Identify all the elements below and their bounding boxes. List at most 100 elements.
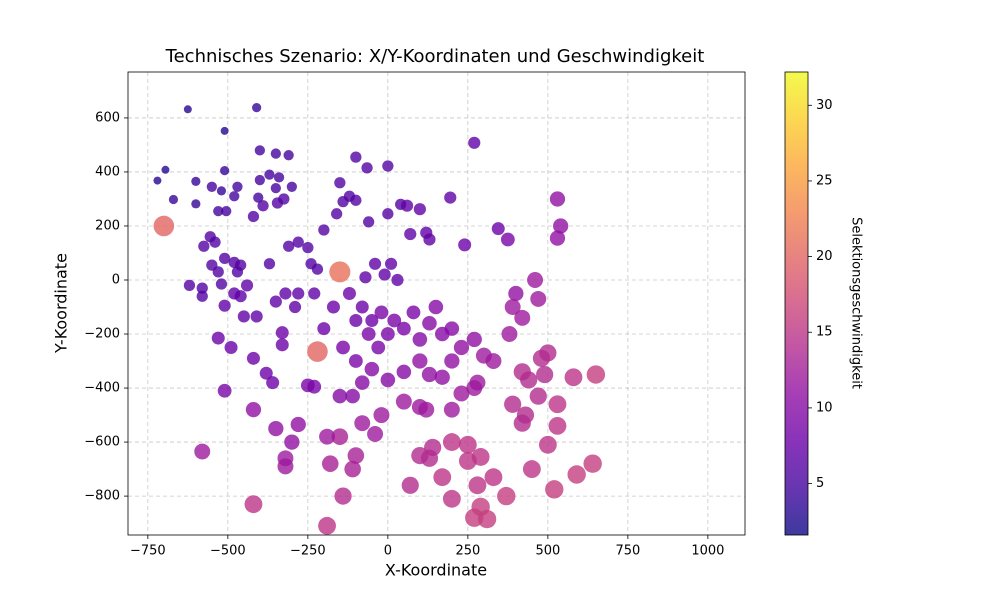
- point: [504, 395, 522, 413]
- point: [286, 181, 297, 192]
- point: [567, 465, 586, 484]
- x-tick-label: 250: [455, 544, 480, 559]
- point: [220, 165, 230, 176]
- point: [206, 181, 217, 192]
- point: [244, 495, 263, 514]
- point: [283, 240, 295, 252]
- point: [331, 208, 343, 220]
- point: [317, 322, 331, 336]
- y-tick-label: 600: [95, 110, 120, 125]
- point: [290, 416, 306, 433]
- point: [364, 361, 380, 377]
- x-tick-label: −750: [130, 544, 166, 559]
- point: [395, 393, 412, 410]
- point: [240, 279, 254, 292]
- point: [342, 286, 356, 301]
- point: [347, 447, 365, 464]
- point: [354, 375, 370, 390]
- point: [553, 218, 569, 234]
- point: [508, 285, 524, 302]
- point: [254, 145, 265, 156]
- point: [514, 309, 531, 326]
- point: [504, 299, 521, 315]
- point: [153, 176, 162, 185]
- point: [400, 199, 414, 212]
- point: [583, 454, 602, 473]
- point: [191, 176, 201, 187]
- point: [422, 315, 437, 331]
- point: [270, 183, 281, 194]
- x-tick-label: −500: [210, 544, 246, 559]
- point: [279, 287, 292, 300]
- point: [198, 240, 210, 252]
- point: [250, 310, 263, 323]
- point: [453, 385, 470, 402]
- point: [442, 433, 461, 451]
- point: [264, 169, 275, 180]
- x-tick-label: 500: [535, 544, 560, 559]
- point: [378, 268, 391, 281]
- point: [231, 266, 244, 278]
- point: [545, 480, 564, 499]
- point: [530, 290, 547, 307]
- point: [361, 327, 376, 341]
- x-tick-label: 0: [384, 544, 392, 559]
- point: [232, 181, 243, 192]
- colorbar-tick-label: 15: [816, 325, 833, 340]
- point: [254, 174, 265, 186]
- point: [444, 191, 457, 204]
- point: [549, 230, 566, 246]
- point: [191, 199, 201, 209]
- point: [271, 197, 284, 209]
- point: [318, 516, 336, 535]
- point: [373, 407, 390, 424]
- point: [257, 200, 269, 212]
- point: [538, 435, 557, 454]
- point: [355, 300, 369, 314]
- point: [434, 369, 450, 385]
- point: [444, 321, 460, 336]
- point: [406, 305, 421, 320]
- point: [428, 299, 444, 315]
- point: [319, 428, 336, 445]
- point: [549, 191, 566, 207]
- point: [270, 148, 281, 159]
- x-tick-label: 1000: [691, 544, 724, 559]
- y-tick-label: 400: [95, 164, 120, 179]
- point: [469, 374, 486, 391]
- point: [412, 332, 428, 347]
- point: [336, 340, 350, 355]
- point: [396, 364, 412, 380]
- x-axis-label: X-Koordinate: [385, 561, 487, 580]
- point: [307, 379, 322, 394]
- point: [292, 236, 304, 248]
- chart-title: Technisches Szenario: X/Y-Koordinaten un…: [165, 46, 705, 67]
- point: [252, 103, 262, 113]
- plot-frame: [127, 71, 746, 536]
- point: [349, 314, 363, 328]
- point: [471, 497, 490, 517]
- point: [522, 460, 541, 478]
- y-axis-label: Y-Koordinate: [52, 253, 71, 354]
- point: [458, 435, 477, 454]
- point: [371, 340, 386, 355]
- point: [283, 150, 294, 161]
- point: [423, 233, 436, 246]
- point: [367, 426, 384, 442]
- y-tick-label: −200: [84, 327, 120, 342]
- point: [331, 428, 349, 445]
- point: [302, 241, 314, 254]
- point: [539, 344, 557, 362]
- point: [253, 192, 264, 203]
- point: [212, 266, 224, 278]
- point: [458, 452, 477, 470]
- point: [345, 388, 360, 404]
- point: [183, 105, 192, 114]
- colorbar-label: Selektionsgeschwindigkeit: [849, 217, 864, 389]
- point: [564, 368, 583, 387]
- point: [153, 215, 175, 237]
- point: [288, 300, 302, 314]
- point: [359, 271, 372, 284]
- point: [363, 216, 375, 228]
- y-tick-label: 200: [95, 218, 120, 233]
